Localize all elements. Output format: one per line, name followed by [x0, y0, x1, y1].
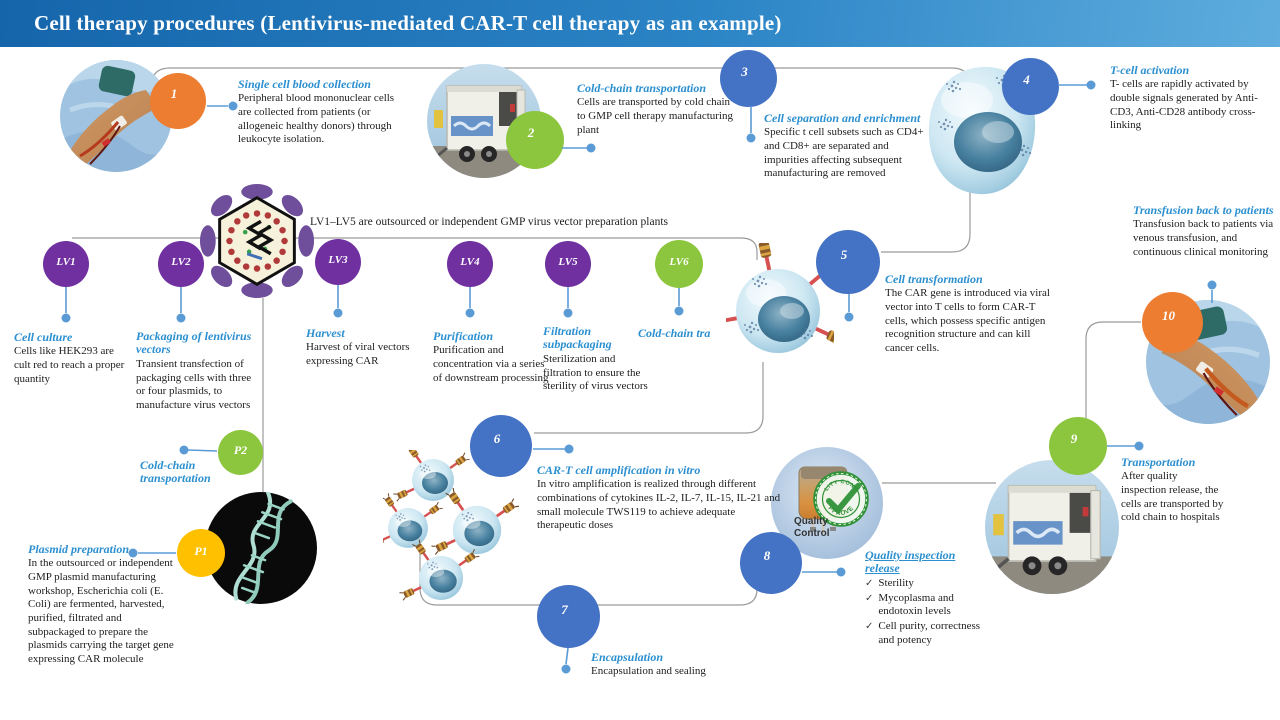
p1-title: Plasmid preparation [28, 542, 130, 556]
transport-truck-photo [985, 460, 1119, 594]
step-10-body: Transfusion back to patients via venous … [1133, 218, 1274, 258]
header-bar: Cell therapy procedures (Lentivirus-medi… [0, 0, 1280, 47]
p1-text: Plasmid preparation In the outsourced or… [28, 542, 180, 666]
lv2-text: Packaging of lentivirus vectors Transien… [136, 329, 262, 412]
lv-note: LV1–LV5 are outsourced or independent GM… [310, 216, 669, 228]
step-6-text: CAR-T cell amplification in vitro In vit… [537, 463, 782, 533]
step-7-title: Encapsulation [591, 650, 664, 664]
lv5-badge: LV5 [545, 241, 591, 287]
step-4-badge: 4 [1002, 58, 1059, 115]
step-8-text: Quality inspection release Sterility Myc… [865, 548, 987, 649]
lv1-text: Cell culture Cells like HEK293 are cult … [14, 330, 126, 386]
approved-stamp-icon: QUALITY CONTROL APPROVED [813, 471, 869, 527]
step-7-badge: 7 [537, 585, 600, 648]
lv4-text: Purification Purification and concentrat… [433, 329, 551, 385]
step-4-title: T-cell activation [1110, 63, 1190, 77]
p1-badge: P1 [177, 529, 225, 577]
check-icon [865, 577, 873, 590]
quality-caption-wrap: Quality Control [794, 516, 850, 539]
lv6-badge: LV6 [655, 240, 703, 288]
lentivirus-icon [198, 182, 316, 300]
lv4-badge: LV4 [447, 241, 493, 287]
step-2-body: Cells are transported by cold chain to G… [577, 96, 733, 136]
quality-caption: Quality Control [794, 516, 830, 539]
step-5-text: Cell transformation The CAR gene is intr… [885, 272, 1060, 356]
step-6-body: In vitro amplification is realized throu… [537, 478, 781, 532]
lv3-body: Harvest of viral vectors expressing CAR [306, 341, 410, 368]
step-7-body: Encapsulation and sealing [591, 665, 706, 678]
quality-control-badge: QUALITY CONTROL APPROVED [771, 447, 883, 559]
lv1-title: Cell culture [14, 330, 73, 344]
lv6-text: Cold-chain tra [638, 326, 730, 341]
step-8-badge: 8 [740, 532, 802, 594]
step-9-text: Transportation After quality inspection … [1121, 455, 1225, 525]
step-5-title: Cell transformation [885, 272, 983, 286]
step-2-badge: 2 [506, 111, 564, 169]
step-2-text: Cold-chain transportation Cells are tran… [577, 81, 739, 137]
step-1-title: Single cell blood collection [238, 77, 371, 91]
p2-badge: P2 [218, 430, 263, 475]
lv3-badge: LV3 [315, 239, 361, 285]
lv1-body: Cells like HEK293 are cult red to reach … [14, 345, 125, 385]
lv2-badge: LV2 [158, 241, 204, 287]
step-10-title: Transfusion back to patients [1133, 203, 1274, 217]
lv4-body: Purification and concentration via a ser… [433, 344, 549, 384]
plasmid-dna-photo [205, 492, 317, 604]
p1-body: In the outsourced or independent GMP pla… [28, 557, 174, 665]
step-5-body: The CAR gene is introduced via viral vec… [885, 287, 1050, 354]
step-3-text: Cell separation and enrichment Specific … [764, 111, 932, 181]
step-1-body: Peripheral blood mononuclear cells are c… [238, 92, 395, 146]
step-7-text: Encapsulation Encapsulation and sealing [591, 650, 761, 679]
lv3-title: Harvest [306, 326, 345, 340]
lv3-text: Harvest Harvest of viral vectors express… [306, 326, 418, 369]
step-3-body: Specific t cell subsets such as CD4+ and… [764, 126, 924, 180]
car-t-cell-illustration [726, 243, 834, 369]
step-4-body: T- cells are rapidly activated by double… [1110, 78, 1258, 132]
step-3-title: Cell separation and enrichment [764, 111, 921, 125]
lv1-badge: LV1 [43, 241, 89, 287]
lv2-title: Packaging of lentivirus vectors [136, 329, 252, 357]
check-item: Sterility [865, 577, 987, 590]
step-9-title: Transportation [1121, 455, 1196, 469]
check-item: Cell purity, correctness and potency [865, 620, 987, 646]
lv6-title: Cold-chain tra [638, 326, 711, 340]
check-icon [865, 592, 873, 618]
step-9-badge: 9 [1049, 417, 1107, 475]
step-9-body: After quality inspection release, the ce… [1121, 470, 1224, 524]
p2-title: Cold-chain transportation [140, 458, 211, 486]
check-icon [865, 620, 873, 646]
step-8-title: Quality inspection release [865, 548, 956, 576]
step-2-title: Cold-chain transportation [577, 81, 707, 95]
lv4-title: Purification [433, 329, 494, 343]
step-1-badge: 1 [150, 73, 206, 129]
check-item: Mycoplasma and endotoxin levels [865, 592, 987, 618]
step-10-badge: 10 [1142, 292, 1203, 353]
step-5-badge: 5 [816, 230, 880, 294]
lv2-body: Transient transfection of packaging cell… [136, 357, 252, 411]
step-6-badge: 6 [470, 415, 532, 477]
p2-text: Cold-chain transportation [140, 458, 224, 487]
step-6-title: CAR-T cell amplification in vitro [537, 463, 701, 477]
lv5-body: Sterilization and filtration to ensure t… [543, 352, 648, 393]
step-10-text: Transfusion back to patients Transfusion… [1133, 203, 1278, 259]
step-4-text: T-cell activation T- cells are rapidly a… [1110, 63, 1272, 133]
lv5-title: Filtration subpackaging [543, 324, 612, 352]
page-title: Cell therapy procedures (Lentivirus-medi… [34, 11, 782, 35]
step-1-text: Single cell blood collection Peripheral … [238, 77, 410, 147]
